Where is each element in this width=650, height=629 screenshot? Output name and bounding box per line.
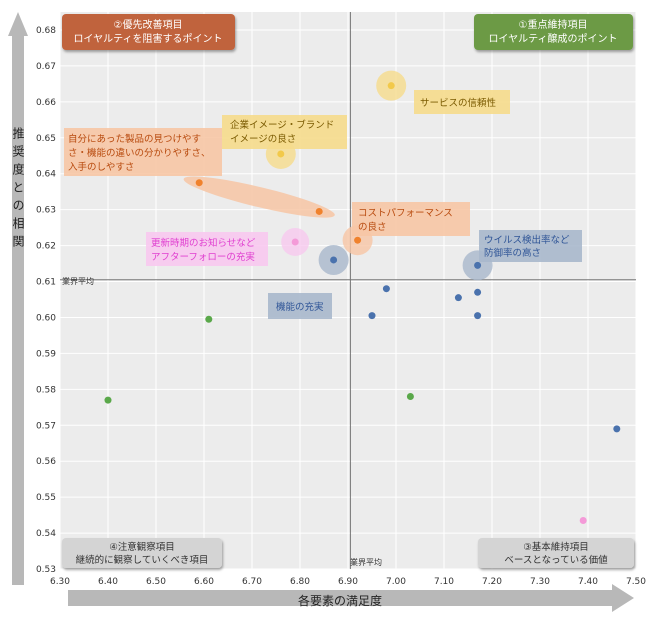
y-tick-label: 0.57 [36,421,56,431]
average-lines [60,12,636,569]
annotation-image-line2: イメージの良さ [230,133,296,145]
annotation-virus-line2: 防御率の高さ [484,247,541,259]
quadrant-q1-line2: ロイヤルティ醸成のポイント [488,33,617,45]
annotation-product-line2: さ・機能の違いの分かりやすさ、 [68,147,211,159]
quadrant-q4-line1: ④注意観察項目 [109,541,175,553]
y-tick-label: 0.64 [36,170,56,180]
data-point [195,179,203,187]
data-point [368,312,376,320]
annotation-product-line3: 入手のしやすさ [68,161,134,173]
annotation-image-line1: 企業イメージ・ブランド [230,119,334,131]
y-tick-label: 0.67 [36,62,56,72]
x-tick-label: 7.10 [434,577,454,587]
annotation-followup-line2: アフターフォローの充実 [151,251,255,263]
x-tick-label: 6.30 [50,577,70,587]
y-tick-label: 0.55 [36,493,56,503]
data-point [315,207,323,215]
x-tick-label: 6.90 [338,577,358,587]
annotation-followup: 更新時期のお知らせなど アフターフォローの充実 [146,232,268,266]
y-tick-label: 0.60 [36,313,56,323]
quadrant-label-q2: ②優先改善項目 ロイヤルティを阻害するポイント [62,14,235,50]
data-point [474,288,482,296]
data-point [454,294,462,302]
y-axis-label: 推奨度との相関 [11,127,25,253]
x-tick-label: 7.40 [578,577,598,587]
annotation-product: 自分にあった製品の見つけやす さ・機能の違いの分かりやすさ、 入手のしやすさ [64,128,222,176]
data-point [613,425,621,433]
quadrant-q3-line2: ベースとなっている価値 [504,554,608,566]
average-y-label: 業界平均 [62,276,94,286]
data-point [406,393,414,401]
y-tick-label: 0.65 [36,134,56,144]
y-tick-label: 0.66 [36,98,56,108]
x-tick-label: 6.50 [146,577,166,587]
y-tick-label: 0.61 [36,278,56,288]
quadrant-label-q3: ③基本維持項目 ベースとなっている価値 [478,538,634,568]
annotation-service-line1: サービスの信頼性 [420,97,497,109]
y-axis-arrow [8,12,28,585]
quadrant-q3-line1: ③基本維持項目 [523,541,589,553]
y-tick-label: 0.59 [36,349,56,359]
data-point [354,236,362,244]
annotation-virus-line1: ウイルス検出率など [484,234,570,246]
data-point [205,315,213,323]
data-point [382,285,390,293]
quadrant-q4-line2: 継続的に観察していくべき項目 [76,554,209,566]
average-x-label: 業界平均 [350,557,382,567]
data-point [104,396,112,404]
quadrant-q2-line2: ロイヤルティを阻害するポイント [73,32,222,45]
x-tick-label: 7.50 [626,577,646,587]
y-tick-label: 0.53 [36,565,56,575]
data-point [579,516,587,524]
y-tick-label: 0.62 [36,242,56,252]
data-point [474,312,482,320]
annotation-cost-line1: コストパフォーマンス [358,208,453,219]
annotation-function: 機能の充実 [268,293,332,319]
highlight-product [183,176,335,218]
quadrant-q2-line1: ②優先改善項目 [114,18,183,31]
annotation-virus: ウイルス検出率など 防御率の高さ [479,230,582,262]
data-point [474,261,482,269]
annotation-cost-line2: の良さ [358,221,387,233]
x-tick-label: 6.60 [194,577,214,587]
quadrant-label-q1: ①重点維持項目 ロイヤルティ醸成のポイント [474,14,633,50]
quadrant-q1-line1: ①重点維持項目 [519,18,588,31]
annotation-image: 企業イメージ・ブランド イメージの良さ [222,115,347,149]
y-axis-ticks: 0.53 0.54 0.55 0.56 0.57 0.58 0.59 0.60 0.61 0.62… [36,26,56,575]
y-tick-label: 0.54 [36,529,56,539]
y-tick-label: 0.68 [36,26,56,36]
x-axis-arrow [68,584,634,612]
x-tick-label: 6.40 [98,577,118,587]
x-tick-label: 6.70 [242,577,262,587]
x-axis-ticks: 6.30 6.40 6.50 6.60 6.70 6.80 6.90 7.00 7.10 7.20… [50,577,646,587]
data-point [277,150,285,158]
x-tick-label: 7.20 [482,577,502,587]
annotation-followup-line1: 更新時期のお知らせなど [151,237,256,249]
annotation-product-line1: 自分にあった製品の見つけやす [68,133,201,145]
x-tick-label: 6.80 [290,577,310,587]
data-point [387,82,395,90]
y-tick-label: 0.56 [36,457,56,467]
annotation-function-line1: 機能の充実 [276,301,324,313]
y-tick-label: 0.58 [36,385,56,395]
x-axis-label: 各要素の満足度 [298,593,382,608]
data-point [291,238,299,246]
quadrant-label-q4: ④注意観察項目 継続的に観察していくべき項目 [62,538,222,568]
annotation-cost: コストパフォーマンス の良さ [352,202,470,236]
x-tick-label: 7.30 [530,577,550,587]
data-point [330,256,338,264]
y-tick-label: 0.63 [36,206,56,216]
x-tick-label: 7.00 [386,577,406,587]
annotation-service: サービスの信頼性 [414,90,510,114]
